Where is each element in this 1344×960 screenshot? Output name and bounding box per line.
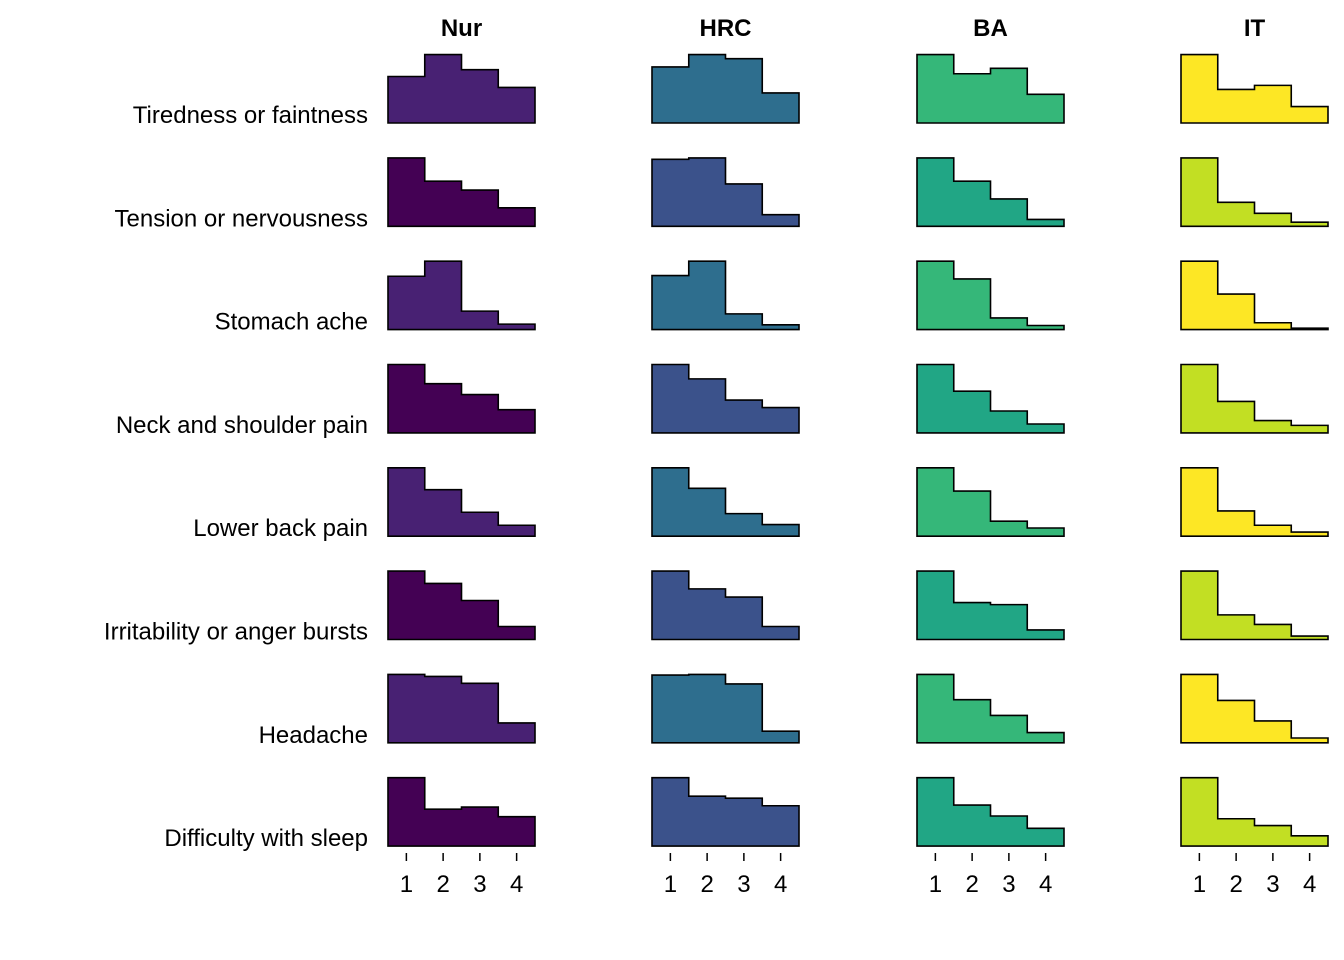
x-tick-label: 1	[1193, 871, 1206, 898]
histogram-ba-row-8	[916, 776, 1065, 847]
histogram-nur-row-1	[387, 53, 536, 124]
histogram-nur-row-8	[387, 776, 536, 847]
histogram-hrc-row-5	[651, 467, 800, 537]
x-tick-label: 2	[700, 871, 713, 898]
histogram-it-row-3	[1180, 260, 1329, 331]
histogram-it-row-6	[1180, 570, 1329, 641]
x-tick-label: 1	[929, 871, 942, 898]
histogram-it-row-4	[1180, 363, 1329, 434]
row-label: Tension or nervousness	[115, 205, 368, 232]
histogram-hrc-row-2	[651, 157, 800, 228]
x-tick-label: 4	[774, 871, 787, 898]
x-tick-label: 4	[1039, 871, 1052, 898]
histogram-nur-row-2	[387, 157, 536, 228]
histogram-hrc-row-4	[651, 363, 800, 434]
x-tick-label: 1	[664, 871, 677, 898]
x-tick-label: 4	[1303, 871, 1316, 898]
x-tick-label: 2	[965, 871, 978, 898]
x-tick-label: 3	[1266, 871, 1279, 898]
histogram-ba-row-6	[916, 570, 1065, 641]
histogram-nur-row-7	[387, 673, 536, 744]
histogram-hrc-row-3	[651, 260, 800, 331]
row-label: Difficulty with sleep	[164, 825, 368, 852]
x-tick-label: 3	[737, 871, 750, 898]
x-tick-label: 1	[400, 871, 413, 898]
histogram-ba-row-2	[916, 157, 1065, 228]
histogram-ba-row-5	[916, 467, 1065, 537]
x-tick-label: 2	[1229, 871, 1242, 898]
histogram-ba-row-3	[916, 260, 1065, 331]
row-label: Irritability or anger bursts	[104, 619, 368, 646]
panel-title-nur: Nur	[441, 15, 482, 42]
histogram-nur-row-4	[387, 363, 536, 434]
x-tick-label: 3	[1002, 871, 1015, 898]
x-tick-label: 4	[510, 871, 523, 898]
histogram-nur-row-5	[387, 467, 536, 537]
histogram-ba-row-7	[916, 673, 1065, 744]
histogram-it-row-5	[1180, 467, 1329, 537]
row-label: Tiredness or faintness	[133, 102, 368, 129]
histogram-ba-row-4	[916, 363, 1065, 434]
histogram-ba-row-1	[916, 53, 1065, 124]
row-label: Neck and shoulder pain	[116, 412, 368, 439]
histogram-it-row-7	[1180, 673, 1329, 744]
histogram-it-row-1	[1180, 53, 1329, 124]
histogram-nur-row-6	[387, 570, 536, 641]
histogram-hrc-row-6	[651, 570, 800, 641]
panel-title-ba: BA	[973, 15, 1008, 42]
row-label: Headache	[259, 722, 368, 749]
x-tick-label: 3	[473, 871, 486, 898]
panel-title-hrc: HRC	[700, 15, 752, 42]
histogram-nur-row-3	[387, 260, 536, 331]
histogram-it-row-8	[1180, 776, 1329, 847]
histogram-it-row-2	[1180, 157, 1329, 228]
panel-title-it: IT	[1244, 15, 1266, 42]
row-label: Lower back pain	[193, 515, 368, 542]
histogram-hrc-row-7	[651, 673, 800, 744]
x-tick-label: 2	[436, 871, 449, 898]
histogram-hrc-row-8	[651, 776, 800, 847]
histogram-hrc-row-1	[651, 53, 800, 124]
row-label: Stomach ache	[215, 309, 368, 336]
